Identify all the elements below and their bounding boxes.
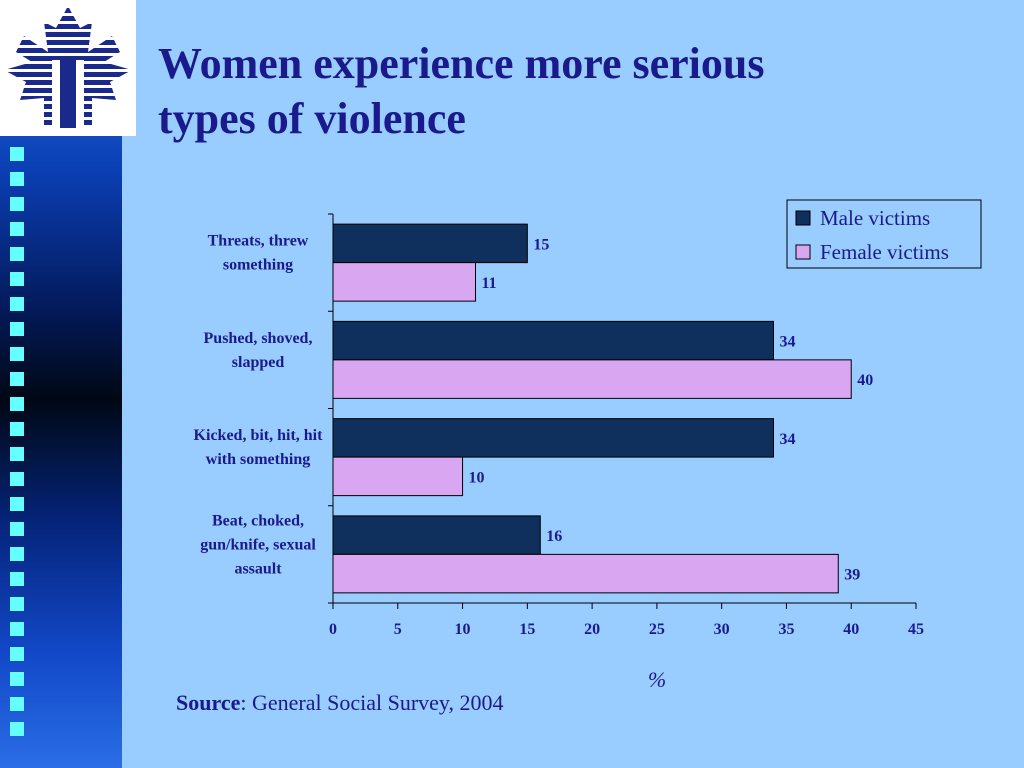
bar-value-label: 40 xyxy=(857,372,873,389)
x-tick-label: 45 xyxy=(908,621,924,638)
legend-swatch-female xyxy=(795,244,811,260)
legend-label: Female victims xyxy=(820,240,949,264)
x-tick-label: 15 xyxy=(519,621,535,638)
bar-value-label: 34 xyxy=(779,431,795,448)
legend-swatch-male xyxy=(795,210,811,226)
bar-value-label: 11 xyxy=(482,275,497,292)
x-tick-label: 30 xyxy=(714,621,730,638)
x-tick-label: 25 xyxy=(649,621,665,638)
category-label: something xyxy=(223,257,293,274)
title-line-1: Women experience more serious xyxy=(158,39,765,88)
category-label: with something xyxy=(206,451,310,468)
decorative-square-column xyxy=(10,147,24,747)
bar-male xyxy=(332,418,774,458)
bar-value-label: 34 xyxy=(779,334,795,351)
bar-male xyxy=(332,223,528,264)
category-label: assault xyxy=(234,560,282,577)
bar-female xyxy=(332,359,852,399)
legend-box xyxy=(786,199,982,269)
source-label: Source xyxy=(176,690,241,715)
x-axis-label: % xyxy=(648,667,666,692)
bar-value-label: 39 xyxy=(844,567,860,584)
category-label: Kicked, bit, hit, hit xyxy=(194,427,324,444)
bar-female xyxy=(332,456,464,497)
x-tick-label: 0 xyxy=(329,621,337,638)
x-tick-label: 35 xyxy=(778,621,794,638)
bar-male xyxy=(332,515,541,555)
bar-value-label: 15 xyxy=(533,236,549,253)
category-label: slapped xyxy=(232,354,285,371)
category-label: Pushed, shoved, xyxy=(204,330,313,347)
category-label: gun/knife, sexual xyxy=(200,536,316,553)
slide-title: Women experience more serious types of v… xyxy=(158,36,978,146)
category-label: Threats, threw xyxy=(208,233,309,250)
source-note: Source: General Social Survey, 2004 xyxy=(176,690,504,716)
x-tick-label: 10 xyxy=(455,621,471,638)
title-line-2: types of violence xyxy=(158,94,466,143)
bar-value-label: 16 xyxy=(546,528,562,545)
x-tick-label: 20 xyxy=(584,621,600,638)
bar-female xyxy=(332,553,839,594)
category-label: Beat, choked, xyxy=(212,512,304,529)
bar-male xyxy=(332,320,774,361)
bar-value-label: 10 xyxy=(469,469,485,486)
x-tick-label: 5 xyxy=(394,621,402,638)
bar-female xyxy=(332,262,477,302)
x-tick-label: 40 xyxy=(843,621,859,638)
source-text: : General Social Survey, 2004 xyxy=(240,690,504,715)
legend-label: Male victims xyxy=(820,206,930,230)
maple-leaf-logo xyxy=(0,0,136,136)
